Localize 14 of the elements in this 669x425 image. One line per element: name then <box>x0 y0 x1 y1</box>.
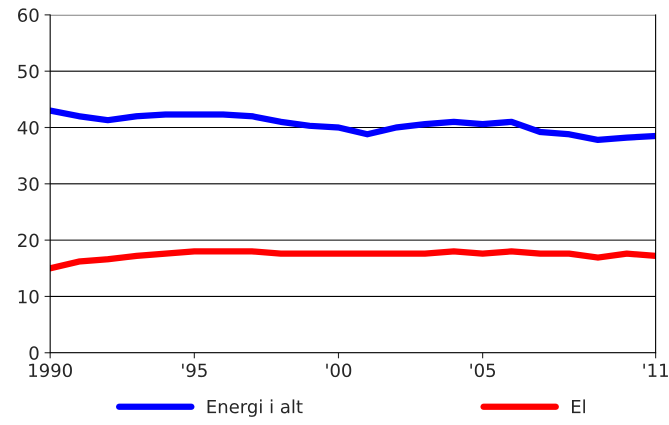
legend-label: Energi i alt <box>208 399 303 417</box>
y-tick-label: 50 <box>18 64 39 78</box>
x-tick-label: '11 <box>643 364 668 377</box>
legend-label: El <box>572 399 585 414</box>
x-tick-label: '95 <box>182 363 207 378</box>
y-tick-label: 30 <box>18 177 39 191</box>
x-tick-label: 1990 <box>29 363 72 378</box>
x-tick-label: '00 <box>326 363 352 378</box>
y-tick-label: 20 <box>18 234 39 248</box>
y-tick-label: 40 <box>18 120 39 135</box>
x-tick-label: '05 <box>470 363 496 378</box>
y-tick-label: 0 <box>29 346 39 360</box>
y-tick-label: 60 <box>18 8 39 22</box>
y-tick-label: 10 <box>18 290 39 304</box>
